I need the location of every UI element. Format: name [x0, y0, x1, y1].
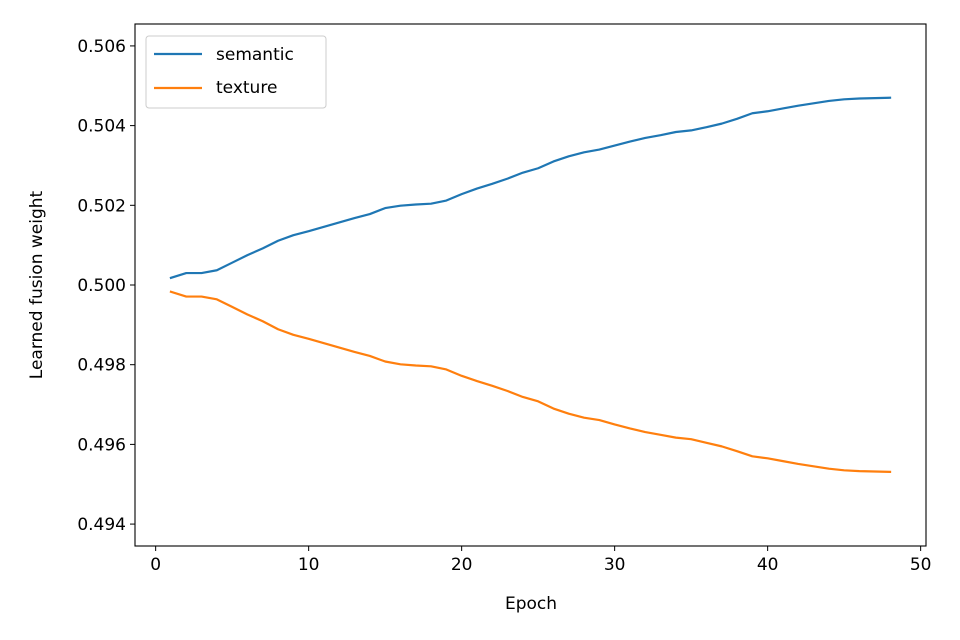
y-tick-label: 0.506	[77, 37, 126, 57]
x-axis: 0 10 20 30 40 50	[150, 546, 931, 575]
x-axis-label: Epoch	[505, 594, 557, 614]
x-tick-label: 20	[451, 555, 473, 575]
y-tick-label: 0.496	[77, 435, 126, 455]
legend-label-semantic: semantic	[216, 45, 294, 65]
x-tick-label: 40	[757, 555, 779, 575]
y-axis: 0.494 0.496 0.498 0.500 0.502 0.504 0.506	[77, 37, 135, 535]
series-line-semantic	[169, 96, 892, 280]
plot-lines	[169, 96, 892, 474]
series-line-texture	[169, 290, 892, 474]
x-tick-label: 0	[150, 555, 161, 575]
legend-label-texture: texture	[216, 78, 277, 98]
y-axis-label: Learned fusion weight	[27, 190, 47, 379]
y-tick-label: 0.500	[77, 276, 126, 296]
y-tick-label: 0.504	[77, 117, 126, 137]
y-tick-label: 0.494	[77, 515, 126, 535]
x-tick-label: 50	[910, 555, 932, 575]
legend: semantic texture	[145, 35, 327, 109]
y-tick-label: 0.498	[77, 356, 126, 376]
x-tick-label: 10	[298, 555, 320, 575]
x-tick-label: 30	[604, 555, 626, 575]
y-tick-label: 0.502	[77, 196, 126, 216]
